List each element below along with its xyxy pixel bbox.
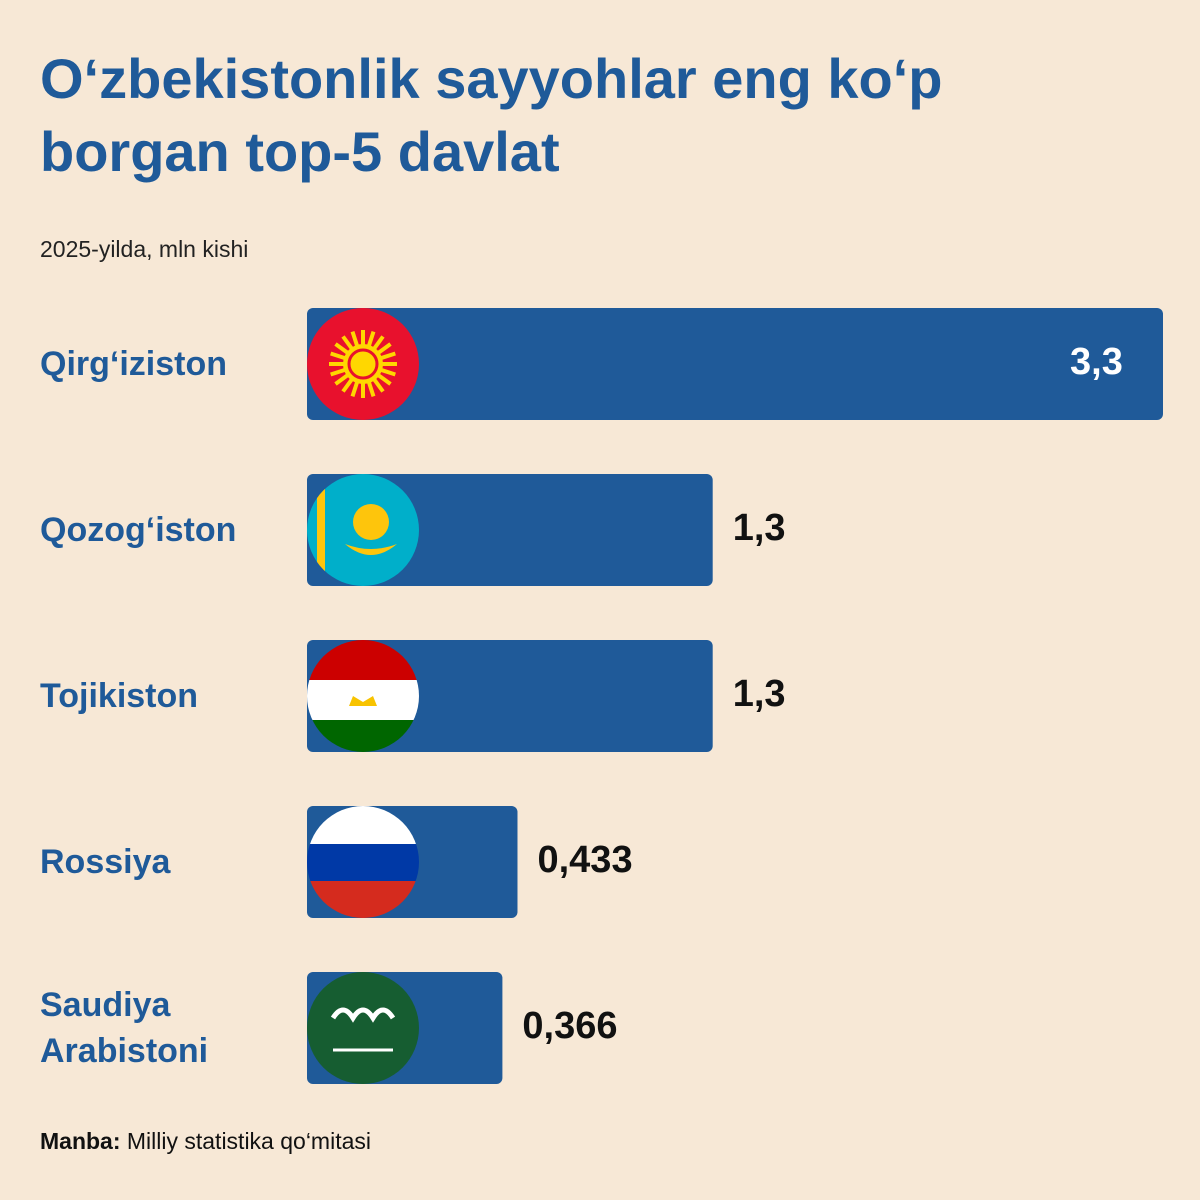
value-label: 0,433 <box>537 839 633 881</box>
flag-blue <box>307 844 419 881</box>
value-label: 1,3 <box>732 673 786 715</box>
flag-ring <box>347 348 379 380</box>
value-label: 0,366 <box>522 1005 618 1047</box>
source-label: Manba: <box>40 1128 121 1154</box>
flag-eagle <box>345 544 397 555</box>
category-label: Qozog‘iston <box>40 511 237 549</box>
flag <box>307 474 419 586</box>
category-label: Tojikiston <box>40 677 199 715</box>
flag-ornament <box>317 474 325 586</box>
category-label: Rossiya <box>40 843 171 881</box>
flag-field <box>307 972 419 1084</box>
flag-sun <box>353 504 389 540</box>
category-label: Saudiya Arabistoni <box>40 986 209 1070</box>
flag <box>307 806 419 918</box>
flag-white <box>307 680 419 720</box>
category-label: Qirg‘iziston <box>40 345 227 383</box>
flag <box>307 308 419 420</box>
source: Manba: Milliy statistika qo‘mitasi <box>40 1128 371 1155</box>
flag-script <box>330 1007 396 1023</box>
value-label: 3,3 <box>1070 341 1123 383</box>
bar <box>307 308 1163 420</box>
flag <box>307 640 419 752</box>
source-text: Milliy statistika qo‘mitasi <box>126 1128 371 1154</box>
chart-subtitle: 2025-yilda, mln kishi <box>40 236 249 262</box>
chart-title: O‘zbekistonlik sayyohlar eng ko‘p borgan… <box>40 47 943 183</box>
flag-crown <box>349 696 377 706</box>
flag <box>307 972 419 1084</box>
value-label: 1,3 <box>732 507 786 549</box>
